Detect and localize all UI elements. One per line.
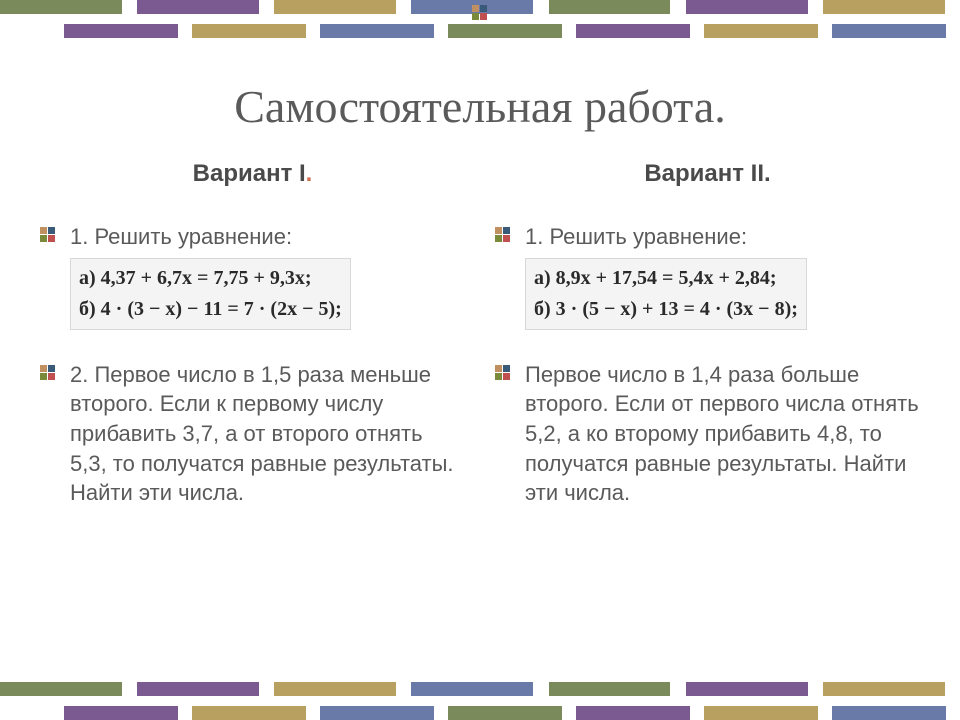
task-list: 1. Решить уравнение: а) 8,9x + 17,54 = 5,…	[495, 222, 920, 508]
ribbon-row	[0, 24, 960, 38]
heading-dot: .	[306, 160, 313, 187]
bottom-ribbon	[0, 682, 960, 720]
page-title: Самостоятельная работа.	[0, 80, 960, 133]
task-item: 1. Решить уравнение: а) 8,9x + 17,54 = 5,…	[495, 222, 920, 344]
variant-heading-text: Вариант II.	[644, 160, 770, 187]
task-item: 2. Первое число в 1,5 раза меньше второг…	[40, 360, 465, 508]
ribbon-row	[0, 706, 960, 720]
task-text: 1. Решить уравнение:	[70, 224, 292, 249]
bullet-icon	[495, 365, 511, 381]
variant-heading-text: Вариант I	[193, 160, 306, 187]
bullet-icon	[495, 227, 511, 243]
bullet-icon	[40, 365, 56, 381]
ribbon-row	[0, 682, 960, 696]
content-columns: Вариант I. 1. Решить уравнение: а) 4,37 +…	[40, 150, 920, 650]
variant-1: Вариант I. 1. Решить уравнение: а) 4,37 +…	[40, 150, 465, 650]
task-text: 1. Решить уравнение:	[525, 224, 747, 249]
slide: { "ribbon": { "colors": ["#7a8a5a","#7a5…	[0, 0, 960, 720]
variant-heading: Вариант I.	[40, 160, 465, 188]
task-list: 1. Решить уравнение: а) 4,37 + 6,7x = 7,7…	[40, 222, 465, 508]
equation-box: а) 4,37 + 6,7x = 7,75 + 9,3x;б) 4 · (3 −…	[70, 258, 351, 330]
footer-bullet-icon	[472, 5, 488, 21]
bullet-icon	[40, 227, 56, 243]
task-item: 1. Решить уравнение: а) 4,37 + 6,7x = 7,7…	[40, 222, 465, 344]
variant-2: Вариант II. 1. Решить уравнение: а) 8,9x …	[495, 150, 920, 650]
task-text: Первое число в 1,4 раза больше второго. …	[525, 362, 919, 506]
variant-heading: Вариант II.	[495, 160, 920, 188]
task-text: 2. Первое число в 1,5 раза меньше второг…	[70, 362, 454, 506]
task-item: Первое число в 1,4 раза больше второго. …	[495, 360, 920, 508]
equation-box: а) 8,9x + 17,54 = 5,4x + 2,84;б) 3 · (5 …	[525, 258, 807, 330]
